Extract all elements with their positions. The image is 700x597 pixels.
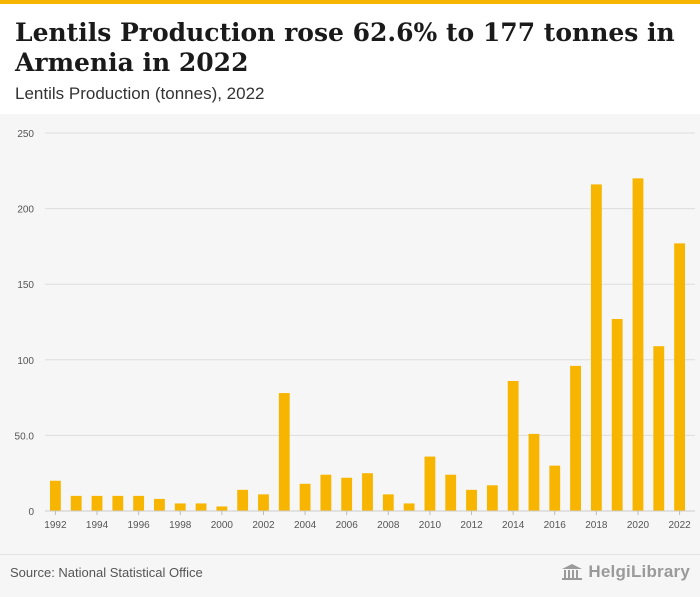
bar <box>258 494 269 511</box>
bar <box>507 380 519 511</box>
bar <box>362 473 373 511</box>
bar <box>632 178 644 512</box>
y-tick-label: 250 <box>17 129 34 140</box>
bar <box>590 184 602 511</box>
brand-name: HelgiLibrary <box>588 562 690 581</box>
source-note: Source: National Statistical Office <box>10 565 203 580</box>
x-tick-label: 2020 <box>627 520 650 531</box>
bar <box>445 474 457 511</box>
bar-chart: 0 50.0 100 150 200 250 1992 1994 1996 1998 2000 200… <box>15 129 695 531</box>
bar <box>403 503 415 511</box>
y-tick-label: 50.0 <box>15 431 35 442</box>
chart-footer: Source: National Statistical Office Helg… <box>0 554 700 597</box>
x-tick-label: 2008 <box>377 520 400 531</box>
y-tick-label: 0 <box>28 507 34 518</box>
bar <box>154 498 165 511</box>
chart-subtitle: Lentils Production (tonnes), 2022 <box>15 84 265 103</box>
bar <box>570 365 581 511</box>
y-tick-label: 200 <box>17 205 34 216</box>
plot-area: 0 50.0 100 150 200 250 1992 1994 1996 1998 2000 200… <box>0 114 700 554</box>
bar <box>216 506 228 511</box>
x-tick-label: 2018 <box>585 520 608 531</box>
bar <box>49 480 61 511</box>
brand-logo: HelgiLibrary <box>561 562 690 582</box>
bar <box>278 393 290 511</box>
y-tick-label: 100 <box>17 356 34 367</box>
bar <box>133 495 145 511</box>
bar <box>528 433 540 511</box>
library-building-icon <box>562 564 583 580</box>
bar <box>174 503 186 511</box>
bar <box>320 474 332 511</box>
bar <box>382 494 394 511</box>
bar <box>549 465 561 511</box>
x-tick-label: 1996 <box>128 520 151 531</box>
chart-headline: Lentils Production rose 62.6% to 177 ton… <box>15 18 675 77</box>
y-tick-label: 150 <box>17 280 34 291</box>
x-tick-label: 2002 <box>252 520 275 531</box>
x-tick-label: 2012 <box>460 520 483 531</box>
chart-header: Lentils Production rose 62.6% to 177 ton… <box>0 4 700 114</box>
x-tick-label: 2014 <box>502 520 525 531</box>
bar <box>486 485 498 511</box>
bar <box>195 503 207 511</box>
x-tick-label: 1994 <box>86 520 109 531</box>
bar <box>237 489 249 511</box>
x-tick-label: 1992 <box>44 520 67 531</box>
x-tick-label: 2010 <box>419 520 442 531</box>
bar <box>466 489 477 511</box>
bar <box>112 495 124 511</box>
bar <box>341 477 353 511</box>
bar <box>424 456 436 511</box>
bar <box>611 318 623 511</box>
bar <box>70 495 82 511</box>
x-tick-label: 1998 <box>169 520 192 531</box>
top-accent-rule <box>0 0 700 4</box>
x-tick-label: 2022 <box>668 520 691 531</box>
x-tick-label: 2000 <box>211 520 234 531</box>
x-tick-label: 2004 <box>294 520 317 531</box>
bar <box>674 243 686 511</box>
bar <box>299 483 311 511</box>
x-tick-label: 2016 <box>544 520 567 531</box>
x-tick-label: 2006 <box>336 520 359 531</box>
bar <box>91 495 103 511</box>
bar <box>653 346 665 511</box>
